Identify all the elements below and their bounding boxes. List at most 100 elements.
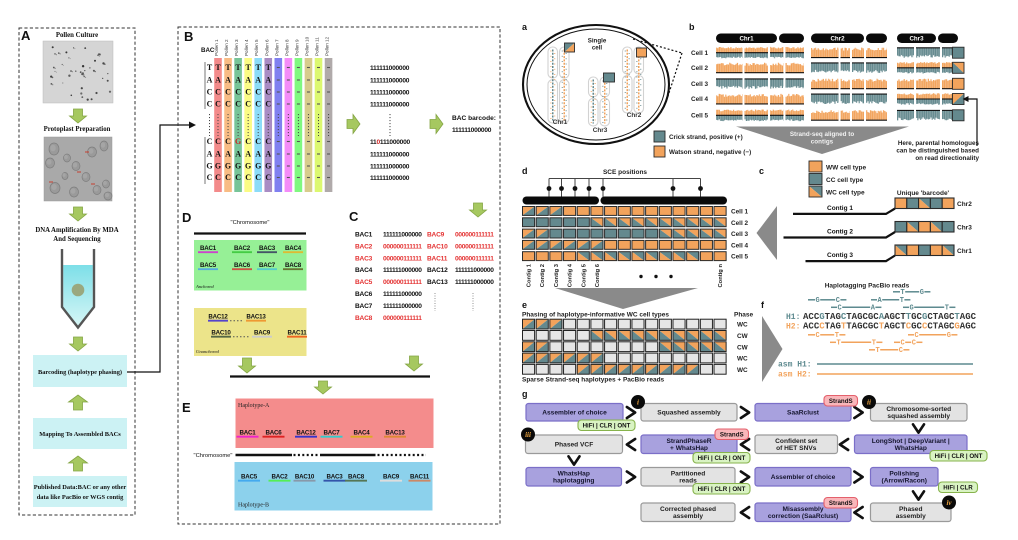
svg-text:000000111111: 000000111111 (455, 232, 494, 239)
svg-text:C: C (816, 332, 820, 340)
svg-text:C: C (245, 100, 251, 109)
svg-text:Chr2: Chr2 (830, 36, 845, 43)
svg-text:111111000000: 111111000000 (370, 102, 410, 109)
svg-text:C: C (255, 88, 261, 97)
svg-text:Chr2: Chr2 (957, 201, 972, 208)
svg-text:HiFi | CLR: HiFi | CLR (943, 484, 973, 491)
svg-text:Chr3: Chr3 (593, 127, 608, 134)
svg-text:WC cell type: WC cell type (826, 190, 865, 197)
svg-text:111111000000: 111111000000 (383, 291, 422, 298)
svg-text:C: C (899, 347, 903, 355)
svg-text:Here, parental homologues: Here, parental homologues (898, 140, 980, 147)
svg-text:Unique 'barcode': Unique 'barcode' (897, 190, 950, 197)
svg-text:Cell 1: Cell 1 (731, 209, 748, 216)
svg-text:C: C (255, 137, 261, 146)
svg-text:BAC2: BAC2 (355, 243, 373, 250)
svg-text:Pollen 4: Pollen 4 (244, 39, 249, 56)
svg-text:C: C (265, 88, 271, 97)
svg-text:A: A (255, 76, 261, 85)
svg-text:111111000000: 111111000000 (452, 127, 492, 134)
svg-text:C: C (207, 100, 213, 109)
svg-text:A: A (207, 150, 213, 159)
svg-text:111111000000: 111111000000 (455, 279, 494, 286)
svg-text:BAC7: BAC7 (259, 262, 276, 269)
svg-text:Contig 2: Contig 2 (827, 229, 853, 236)
svg-text:G: G (206, 162, 212, 171)
svg-text:H1:: H1: (786, 313, 800, 322)
svg-text:Contig 4: Contig 4 (568, 263, 574, 287)
svg-text:haplotagging: haplotagging (553, 478, 594, 485)
svg-text:A: A (245, 150, 251, 159)
svg-text:BAC2: BAC2 (234, 245, 251, 252)
svg-text:C: C (349, 209, 359, 224)
svg-text:BAC13: BAC13 (427, 279, 448, 286)
svg-text:StrandPhaseR: StrandPhaseR (666, 438, 711, 445)
svg-text:G: G (225, 162, 231, 171)
svg-text:BAC3: BAC3 (326, 474, 343, 481)
svg-text:C: C (207, 88, 213, 97)
svg-text:Cell 4: Cell 4 (691, 96, 708, 103)
svg-text:Mapping To Assembled BACs: Mapping To Assembled BACs (39, 431, 121, 438)
svg-text:CC cell type: CC cell type (826, 177, 864, 184)
svg-text:Partitioned: Partitioned (671, 470, 705, 477)
svg-text:BAC9: BAC9 (254, 330, 271, 337)
svg-text:assembly: assembly (673, 513, 703, 520)
svg-text:111111000000: 111111000000 (370, 78, 410, 85)
svg-text:CW: CW (737, 333, 749, 340)
svg-text:G: G (910, 305, 914, 313)
svg-text:C: C (265, 173, 271, 182)
svg-text:BAC5: BAC5 (241, 474, 258, 481)
svg-text:A: A (215, 76, 221, 85)
svg-text:"Chromosome": "Chromosome" (194, 453, 233, 459)
svg-text:iv: iv (946, 499, 952, 507)
svg-text:T: T (835, 332, 839, 340)
svg-text:BAC12: BAC12 (427, 267, 448, 274)
svg-text:SaaRclust: SaaRclust (787, 410, 820, 417)
svg-text:BAC5: BAC5 (200, 262, 217, 269)
svg-text:Pollen 1: Pollen 1 (214, 39, 219, 56)
svg-text:G: G (255, 162, 261, 171)
svg-text:c: c (759, 166, 764, 176)
svg-text:Misassembly: Misassembly (782, 506, 823, 513)
svg-text:C: C (235, 88, 241, 97)
svg-text:BAC11: BAC11 (288, 330, 308, 337)
svg-text:i: i (637, 399, 639, 407)
svg-text:000000111111: 000000111111 (383, 243, 422, 250)
svg-text:A: A (245, 76, 251, 85)
svg-text:of HET SNVs: of HET SNVs (776, 445, 817, 452)
svg-text:Chr3: Chr3 (957, 225, 972, 232)
svg-text:H2:: H2: (786, 323, 800, 332)
svg-text:cell: cell (592, 45, 603, 52)
svg-text:correction (SaaRclust): correction (SaaRclust) (768, 513, 838, 520)
svg-text:HiFi | CLR | ONT: HiFi | CLR | ONT (583, 422, 631, 429)
svg-text:Pollen 6: Pollen 6 (264, 39, 269, 56)
svg-text:Cell 2: Cell 2 (691, 65, 708, 72)
svg-text:C: C (207, 173, 213, 182)
svg-text:000000111111: 000000111111 (383, 255, 422, 262)
svg-text:T: T (245, 63, 251, 72)
svg-text:b: b (689, 22, 695, 32)
svg-text:A: A (265, 76, 271, 85)
svg-text:can be distinguished based: can be distinguished based (896, 148, 979, 155)
svg-text:Contig 3: Contig 3 (827, 252, 853, 259)
svg-text:Protoplast Preparation: Protoplast Preparation (44, 126, 111, 133)
svg-text:C: C (245, 88, 251, 97)
svg-text:BAC3: BAC3 (355, 255, 373, 262)
svg-text:Pollen 7: Pollen 7 (274, 39, 279, 56)
svg-text:C: C (245, 173, 251, 182)
svg-text:A: A (225, 150, 231, 159)
svg-text:111111000000: 111111000000 (383, 232, 422, 239)
svg-text:111111000000: 111111000000 (370, 175, 410, 182)
svg-text:111111000000: 111111000000 (383, 303, 422, 310)
svg-text:G: G (235, 162, 241, 171)
svg-text:BAC10: BAC10 (211, 330, 231, 337)
svg-text:"Chromosome": "Chromosome" (231, 220, 270, 226)
svg-text:BAC6: BAC6 (355, 291, 373, 298)
svg-text:Chr1: Chr1 (957, 248, 972, 255)
svg-text:C: C (265, 100, 271, 109)
svg-text:Haplotype-A: Haplotype-A (238, 403, 270, 409)
svg-text:T: T (207, 63, 213, 72)
svg-text:Cell 5: Cell 5 (691, 113, 708, 120)
svg-text:A: A (215, 150, 221, 159)
svg-text:ACCCTAGTTAGCGCTAGCTCGCCCTAGCGA: ACCCTAGTTAGCGCTAGCTCGCCCTAGCGAGC (803, 322, 977, 332)
